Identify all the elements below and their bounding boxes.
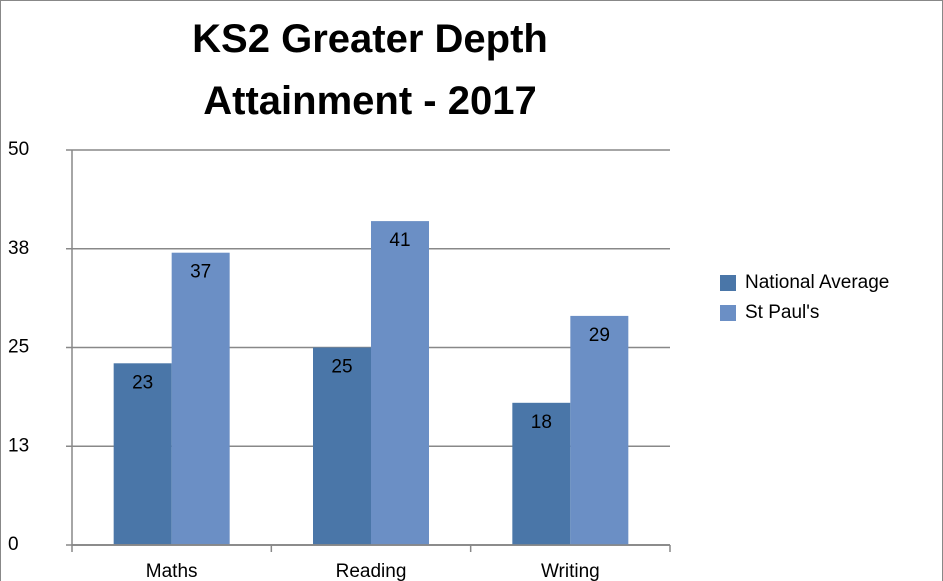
x-tick-label: Reading bbox=[336, 561, 407, 581]
legend-label: St Paul's bbox=[745, 302, 819, 323]
y-tick-label: 25 bbox=[8, 337, 29, 358]
chart-title: KS2 Greater Depth Attainment - 2017 bbox=[192, 17, 548, 123]
data-label: 29 bbox=[589, 325, 610, 346]
x-tick-label: Maths bbox=[146, 561, 198, 581]
bar bbox=[570, 315, 629, 545]
y-tick-label: 38 bbox=[8, 238, 29, 259]
bar bbox=[171, 252, 230, 545]
data-label: 37 bbox=[190, 262, 211, 283]
legend-swatch bbox=[720, 275, 736, 291]
data-label: 18 bbox=[531, 412, 552, 433]
data-label: 41 bbox=[389, 230, 410, 251]
bar bbox=[313, 347, 371, 545]
legend-label: National Average bbox=[745, 272, 889, 293]
bar bbox=[113, 363, 172, 545]
legend-swatch bbox=[720, 305, 736, 321]
bar bbox=[371, 221, 429, 545]
y-tick-label: 13 bbox=[8, 435, 29, 456]
x-tick-label: Writing bbox=[541, 561, 600, 581]
y-tick-label: 50 bbox=[8, 139, 29, 160]
y-tick-label: 0 bbox=[8, 534, 19, 555]
data-label: 25 bbox=[331, 357, 352, 378]
data-label: 23 bbox=[132, 372, 153, 393]
bar bbox=[512, 402, 571, 545]
